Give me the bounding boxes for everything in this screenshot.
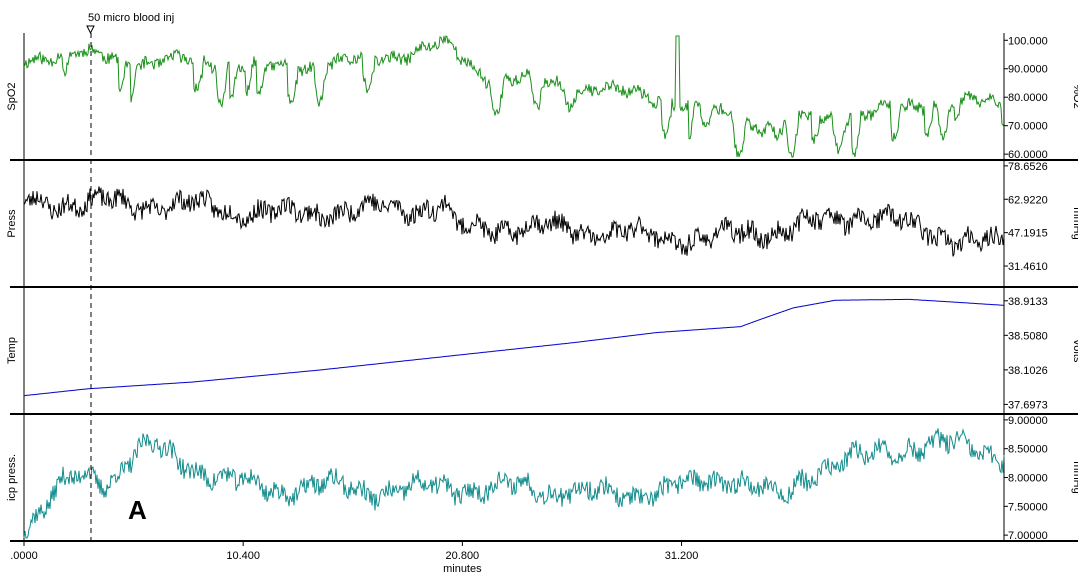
y-tick-label: 38.1026 (1008, 365, 1048, 377)
y-tick-label: 62.9220 (1008, 194, 1048, 206)
panel-letter-label: A (128, 495, 147, 525)
panel-name-label: icp press. (6, 454, 18, 501)
y-tick-label: 78.6526 (1008, 161, 1048, 173)
y-tick-label: 38.9133 (1008, 296, 1048, 308)
panel-name-label: Press (6, 209, 18, 238)
marker-layer: 50 micro blood inj (86, 12, 174, 541)
series-line-press (23, 186, 1005, 257)
marker-annotation-text: 50 micro blood inj (88, 12, 174, 24)
panel-name-label: SpO2 (6, 82, 18, 110)
x-tick-label: 31.200 (665, 550, 699, 562)
panel-name-label: Temp (6, 337, 18, 364)
y-tick-label: 90.0000 (1008, 64, 1048, 76)
series-line-spo2 (23, 35, 1005, 158)
panel-press: 78.6526 62.9220 47.1915 31.4610 Press mmHg (6, 160, 1078, 288)
series-line-icp-press- (23, 428, 1005, 539)
y-tick-label: 47.1915 (1008, 228, 1048, 240)
y-tick-label: 7.00000 (1008, 530, 1048, 542)
x-axis: .0000 10.400 20.800 31.200 minutes (10, 541, 698, 575)
y-tick-label: 38.5080 (1008, 330, 1048, 342)
panel-temp: 38.9133 38.5080 38.1026 37.6973 Temp Volts (6, 287, 1078, 415)
series-line-temp (23, 298, 1004, 397)
y-tick-label: 80.0000 (1008, 92, 1048, 104)
panel-unit-label: mmHg (1071, 461, 1078, 493)
y-tick-label: 60.0000 (1008, 149, 1048, 161)
x-tick-label: 20.800 (446, 550, 480, 562)
panel-unit-label: Volts (1071, 339, 1078, 363)
y-tick-label: 70.0000 (1008, 121, 1048, 133)
y-tick-label: 31.4610 (1008, 261, 1048, 273)
x-axis-label: minutes (443, 563, 482, 575)
y-tick-label: 100.000 (1008, 35, 1048, 47)
y-tick-label: 9.00000 (1008, 415, 1048, 427)
marker-triangle-icon (86, 25, 95, 35)
panel-spo2: 100.000 90.0000 80.0000 70.0000 60.0000 SpO2%… (6, 33, 1078, 161)
x-tick-label: .0000 (10, 550, 38, 562)
panel-icp-press-: 9.00000 8.50000 8.00000 7.50000 7.00000 icp p… (6, 414, 1078, 542)
x-tick-label: 10.400 (226, 550, 260, 562)
panel-unit-label: mmHg (1071, 207, 1078, 239)
y-tick-label: 7.50000 (1008, 501, 1048, 513)
y-tick-label: 8.00000 (1008, 473, 1048, 485)
y-tick-label: 37.6973 (1008, 399, 1048, 411)
y-tick-label: 8.50000 (1008, 444, 1048, 456)
panels-layer: 100.000 90.0000 80.0000 70.0000 60.0000 SpO2%… (6, 33, 1078, 542)
panel-unit-label: %O2 (1071, 84, 1078, 108)
